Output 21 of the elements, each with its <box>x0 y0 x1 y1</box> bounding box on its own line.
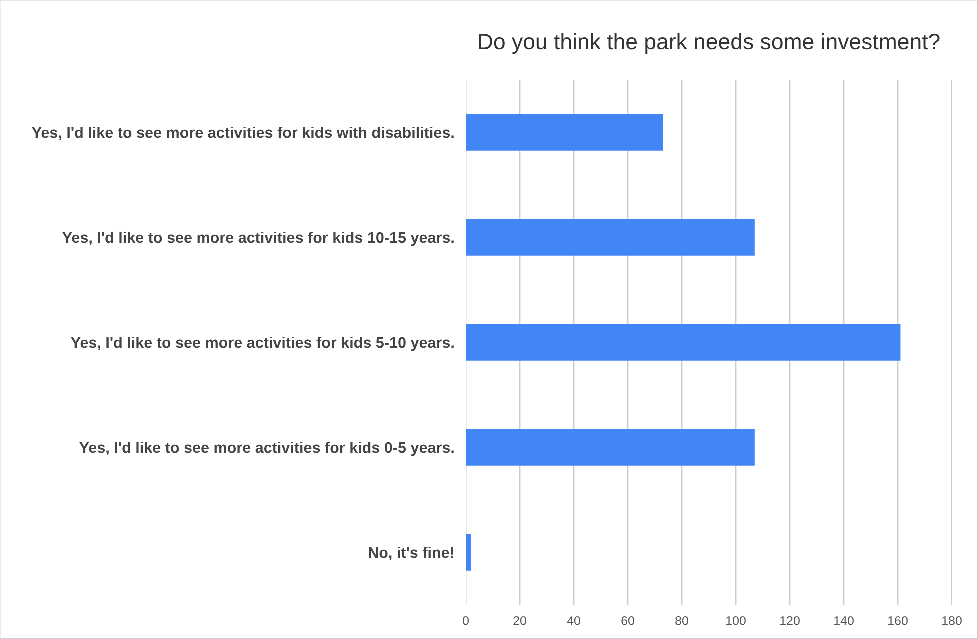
bar <box>466 324 901 361</box>
bar <box>466 534 472 571</box>
y-tick-label: Yes, I'd like to see more activities for kids 10-15 years. <box>62 232 454 246</box>
chart-title: Do you think the park needs some investment? <box>479 33 940 54</box>
y-tick-label: Yes, I'd like to see more activities for kids 5-10 years. <box>71 336 454 352</box>
x-tick-label: 80 <box>676 616 688 626</box>
bar <box>466 429 755 466</box>
x-tick-label: 20 <box>514 616 526 626</box>
x-tick-label: 40 <box>567 616 580 626</box>
bar <box>466 219 755 256</box>
x-tick-label: 140 <box>834 616 854 626</box>
bar <box>466 114 664 151</box>
x-tick-label: 120 <box>780 616 800 626</box>
y-tick-label: Yes, I'd like to see more activities for kids 0-5 years. <box>80 442 454 456</box>
x-tick-label: 60 <box>622 616 634 626</box>
y-tick-label: Yes, I'd like to see more activities for kids with disabilities. <box>32 126 454 140</box>
x-tick-label: 180 <box>942 616 962 626</box>
x-tick-label: 0 <box>463 616 469 626</box>
x-tick-label: 100 <box>726 616 746 626</box>
y-tick-label: No, it's fine! <box>369 546 454 560</box>
x-tick-label: 160 <box>888 616 908 626</box>
